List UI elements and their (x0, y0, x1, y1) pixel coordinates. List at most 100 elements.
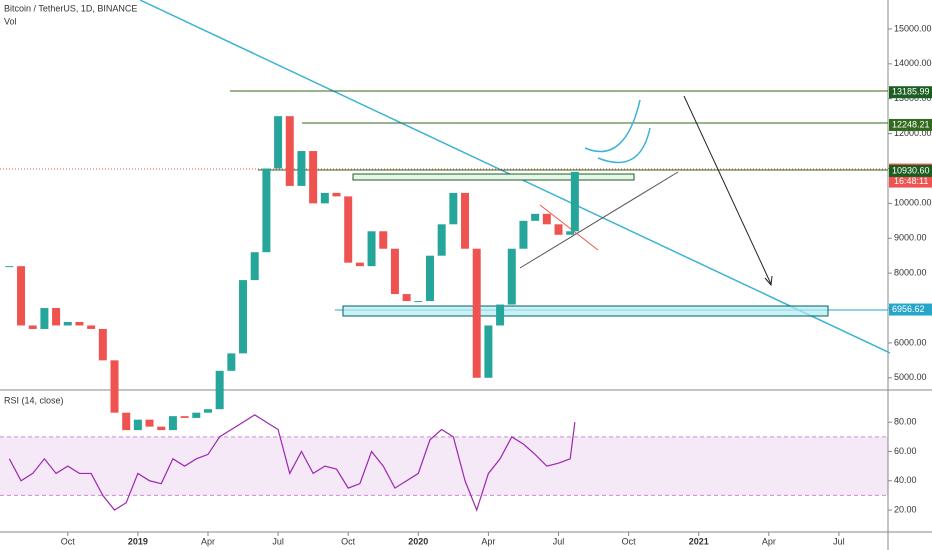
candle (227, 353, 236, 371)
candle (52, 308, 61, 326)
candle (531, 213, 540, 221)
y-tick-label: 6000.00 (894, 337, 927, 347)
candle (566, 231, 575, 235)
price-label-box (889, 118, 932, 131)
zone-rect (342, 305, 829, 317)
rsi-title: RSI (14, close) (4, 395, 64, 405)
x-tick-label: Oct (341, 536, 356, 546)
candle (402, 294, 411, 302)
candle (250, 252, 259, 281)
arc (584, 99, 641, 153)
candle (63, 321, 72, 326)
candle (507, 248, 516, 305)
x-tick-label: Jul (553, 536, 565, 546)
y-tick-label: 15000.00 (894, 23, 932, 33)
candle (285, 116, 294, 186)
candle (542, 213, 551, 225)
price-label-box (889, 86, 932, 99)
price-label: 10930.60 (892, 165, 930, 175)
volume-label: Vol (4, 16, 17, 26)
candle (554, 224, 563, 235)
candle (437, 224, 446, 256)
y-tick-label: 80.00 (894, 417, 917, 427)
countdown-box (889, 175, 932, 188)
candle (5, 266, 14, 268)
candle (203, 409, 212, 413)
y-tick-label: 9000.00 (894, 233, 927, 243)
candle (379, 231, 388, 249)
candle (180, 416, 189, 418)
price-label: 6956.62 (892, 304, 925, 314)
candle (297, 151, 306, 186)
candle (192, 412, 201, 418)
candle (332, 192, 341, 197)
arrow-head (764, 275, 773, 287)
candle (570, 171, 579, 232)
candle (320, 192, 329, 204)
candle (344, 196, 353, 263)
candle (110, 360, 119, 413)
candle (274, 116, 283, 169)
candle (355, 262, 364, 267)
wedge-line (519, 171, 679, 269)
x-tick-label: Apr (481, 536, 495, 546)
arc (597, 127, 651, 164)
candle (28, 325, 37, 329)
candle (215, 370, 224, 410)
candle (75, 321, 84, 326)
price-label-box (889, 164, 932, 177)
candle (472, 248, 481, 378)
price-label-box (889, 303, 932, 316)
zone-rect (352, 173, 635, 181)
drawings (0, 0, 891, 354)
y-tick-label: 5000.00 (894, 372, 927, 382)
candle (40, 308, 49, 329)
x-tick-label: Oct (622, 536, 637, 546)
arrow-line (683, 95, 772, 285)
candle (262, 168, 271, 253)
candle (157, 426, 166, 431)
y-tick-label: 14000.00 (894, 58, 932, 68)
x-tick-label: 2019 (128, 536, 148, 546)
x-tick-label: Jul (272, 536, 284, 546)
y-tick-label: 20.00 (894, 504, 917, 514)
rsi-band (0, 436, 888, 496)
chart-title: Bitcoin / TetherUS, 1D, BINANCE (4, 3, 137, 13)
y-tick-label: 60.00 (894, 446, 917, 456)
countdown: 16:48:11 (894, 176, 928, 186)
candle (425, 255, 434, 302)
candle (449, 192, 458, 225)
candle (519, 220, 528, 249)
candle (122, 412, 131, 431)
candle (87, 325, 96, 329)
candle (461, 192, 470, 249)
x-tick-label: Apr (201, 536, 215, 546)
x-tick-label: 2021 (689, 536, 709, 546)
price-label: 12248.21 (892, 119, 930, 129)
y-tick-label: 40.00 (894, 475, 917, 485)
candle (133, 419, 142, 431)
x-tick-label: Jul (833, 536, 845, 546)
x-tick-label: 2020 (408, 536, 428, 546)
candle (239, 280, 248, 354)
candle (309, 151, 318, 204)
candle (484, 325, 493, 378)
candle (168, 416, 177, 431)
candle (98, 328, 107, 361)
candle (367, 231, 376, 267)
rsi-line (8, 414, 576, 512)
x-tick-label: Apr (762, 536, 776, 546)
candle (17, 266, 26, 326)
candle (145, 419, 154, 427)
candle (414, 301, 423, 303)
candle (496, 304, 505, 326)
y-tick-label: 12000.00 (894, 128, 932, 138)
y-tick-label: 10000.00 (894, 198, 932, 208)
price-label: 13185.99 (892, 87, 930, 97)
y-tick-label: 8000.00 (894, 268, 927, 278)
wedge-line (539, 204, 599, 251)
candle (390, 248, 399, 295)
x-tick-label: Oct (61, 536, 76, 546)
